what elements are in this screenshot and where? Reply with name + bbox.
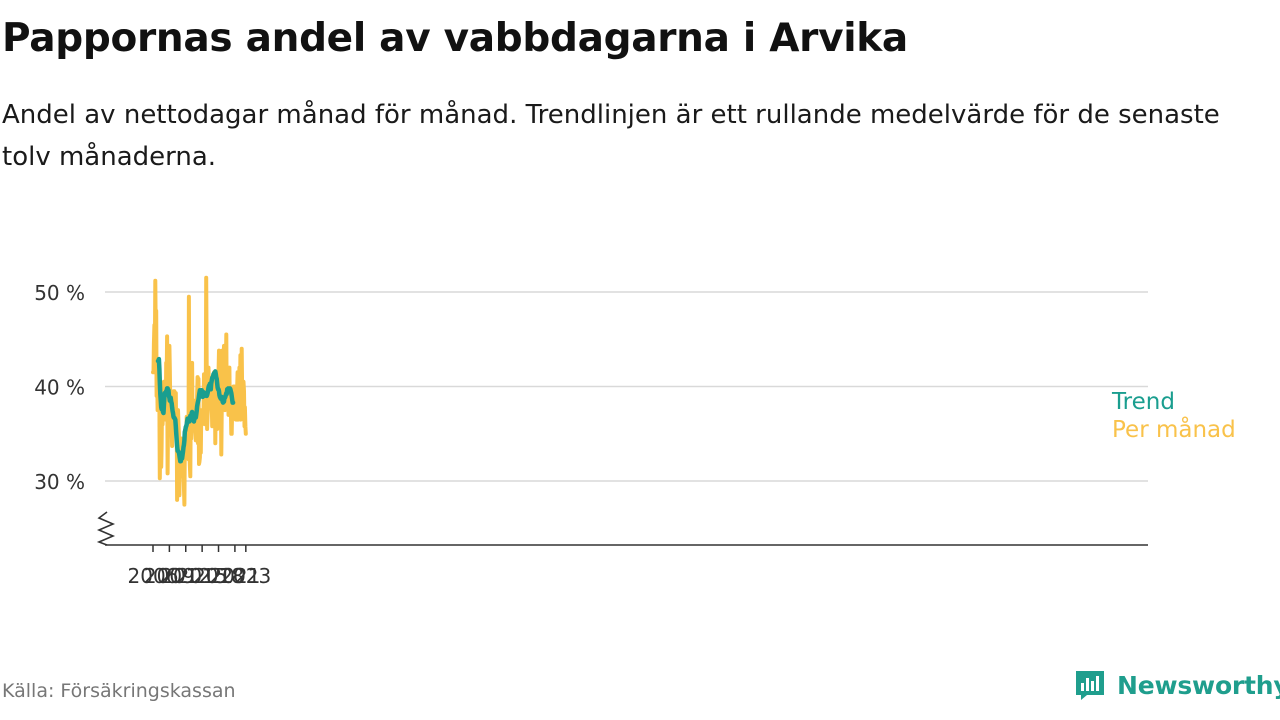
y-tick-label: 30 % bbox=[34, 470, 85, 494]
x-tick-label: 2018 bbox=[193, 564, 244, 588]
x-tick-label: 2021 bbox=[209, 564, 260, 588]
bar-chart-icon bbox=[1076, 671, 1104, 700]
y-tick-label: 50 % bbox=[34, 281, 85, 305]
trend-series-line bbox=[155, 356, 236, 464]
grid-lines bbox=[105, 291, 1148, 482]
axis-break-icon bbox=[96, 511, 116, 546]
x-tick-label: 2006 bbox=[128, 564, 179, 588]
brand-name: Newsworthy bbox=[1117, 670, 1280, 700]
chart-title: Pappornas andel av vabbdagarna i Arvika bbox=[2, 16, 908, 61]
trend-label: Trend bbox=[1111, 389, 1175, 415]
x-tick-label: 2015 bbox=[177, 564, 228, 588]
y-tick-label: 40 % bbox=[34, 376, 85, 400]
source-note: Källa: Försäkringskassan bbox=[2, 680, 236, 702]
series-lines bbox=[151, 275, 248, 507]
monthly-label: Per månad bbox=[1112, 415, 1236, 443]
x-tick-label: 2012 bbox=[160, 564, 211, 588]
brand-logo-link[interactable]: Newsworthy bbox=[1073, 665, 1280, 705]
y-axis: 30 % 40 % 50 % bbox=[34, 281, 116, 546]
monthly-series-line bbox=[151, 275, 248, 507]
chart-subtitle: Andel av nettodagar månad för månad. Tre… bbox=[2, 100, 1220, 172]
x-tick-label: 2009 bbox=[144, 564, 195, 588]
x-tick-label: 2023 bbox=[220, 564, 271, 588]
